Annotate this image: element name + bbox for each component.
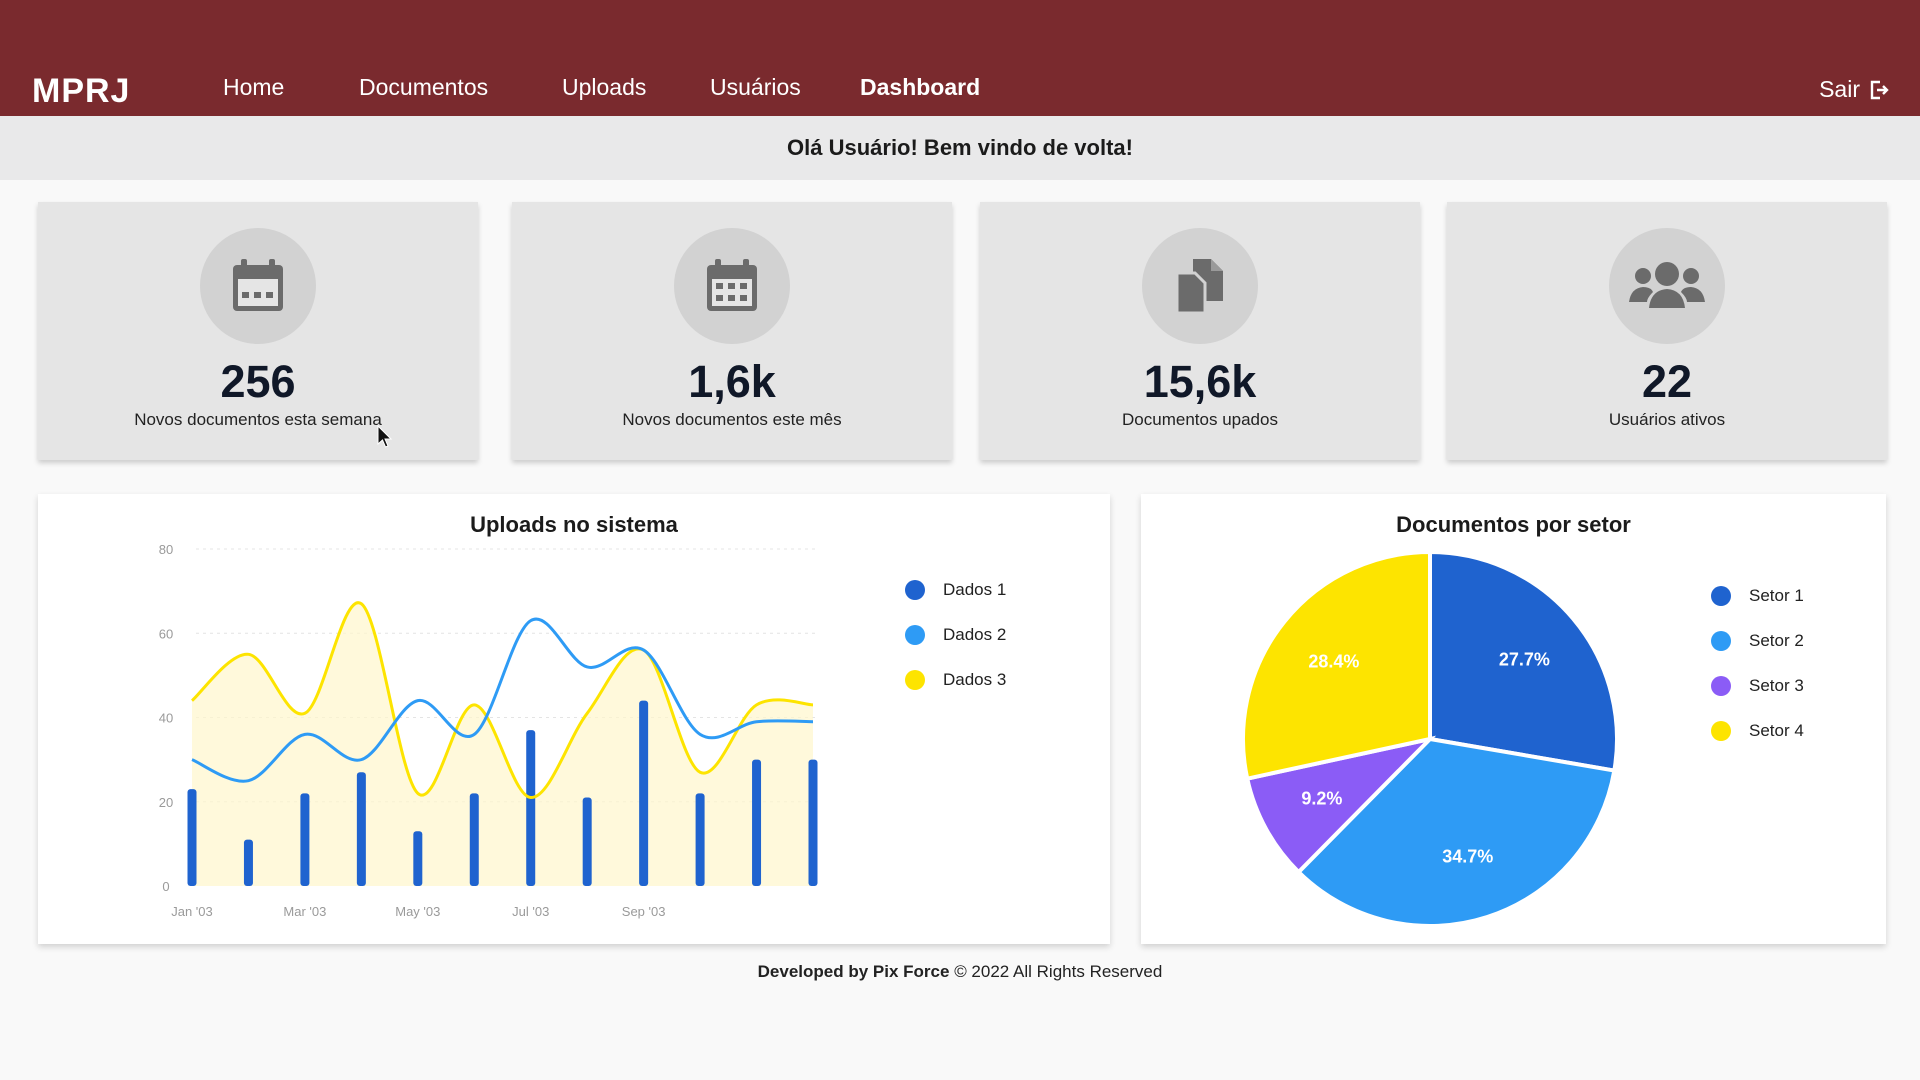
footer: Developed by Pix Force © 2022 All Rights…: [0, 962, 1920, 982]
bar-dados-1[interactable]: [582, 797, 592, 886]
stat-value: 15,6k: [1143, 356, 1257, 407]
mouse-cursor-icon: [377, 425, 393, 448]
legend-label: Setor 4: [1749, 721, 1804, 740]
bar-dados-1[interactable]: [469, 793, 479, 886]
uploads-line-chart: 0 20 40 60 80 Jan '03 Mar '03 May '03 Jul '03 Sep…: [159, 542, 818, 919]
nav-documentos[interactable]: Documentos: [359, 74, 489, 100]
bar-dados-1[interactable]: [526, 730, 536, 886]
sector-chart-panel: Documentos por setor 27.7% 34.7% 9.2% 28.4%…: [1141, 494, 1886, 944]
legend-dot: [1711, 586, 1731, 606]
stat-value: 256: [220, 356, 296, 407]
area-fill-dados-3: [192, 602, 813, 886]
bar-dados-1[interactable]: [356, 772, 366, 886]
pie-slice-label: 34.7%: [1442, 846, 1493, 866]
legend-dot: [1711, 721, 1731, 741]
y-tick-label: 60: [159, 626, 173, 641]
x-tick-label: Jul '03: [512, 904, 549, 919]
bar-dados-1[interactable]: [639, 700, 649, 886]
legend-dot: [905, 580, 925, 600]
stat-card-monthly-documents: 1,6k Novos documentos este mês: [512, 202, 952, 460]
sector-pie-chart: 27.7% 34.7% 9.2% 28.4%: [1241, 549, 1619, 928]
mprj-logo[interactable]: MPRJ: [32, 72, 164, 108]
stat-label: Usuários ativos: [1608, 410, 1726, 429]
legend-item-setor-1[interactable]: Setor 1: [1711, 586, 1804, 606]
y-tick-label: 20: [159, 795, 173, 810]
legend-label: Setor 3: [1749, 676, 1804, 695]
nav-uploads[interactable]: Uploads: [562, 74, 647, 100]
calendar-grid-icon: [707, 259, 757, 311]
legend-item-dados-2[interactable]: Dados 2: [905, 625, 1006, 645]
legend-dot: [1711, 631, 1731, 651]
legend-label: Dados 1: [943, 580, 1007, 599]
legend-item-setor-2[interactable]: Setor 2: [1711, 631, 1804, 651]
nav-home[interactable]: Home: [223, 74, 285, 100]
legend-label: Dados 2: [943, 625, 1007, 644]
legend-item-setor-3[interactable]: Setor 3: [1711, 676, 1804, 696]
logout-icon: [1870, 80, 1889, 99]
stat-icon-wrapper: [200, 228, 316, 344]
x-tick-label: Sep '03: [622, 904, 666, 919]
uploads-chart-title: Uploads no sistema: [470, 512, 678, 537]
bar-dados-1[interactable]: [752, 759, 762, 886]
logout-label: Sair: [1819, 76, 1860, 102]
pie-slice-label: 27.7%: [1499, 649, 1550, 669]
x-tick-label: Jan '03: [171, 904, 213, 919]
footer-developer: Developed by Pix Force: [757, 962, 950, 981]
legend-item-dados-3[interactable]: Dados 3: [905, 670, 1006, 690]
legend-dot: [905, 670, 925, 690]
calendar-icon: [233, 259, 283, 311]
documents-icon: [1175, 259, 1223, 315]
bar-dados-1[interactable]: [413, 831, 423, 886]
stat-label: Novos documentos esta semana: [134, 410, 382, 429]
legend-item-setor-4[interactable]: Setor 4: [1711, 721, 1804, 741]
legend-dot: [1711, 676, 1731, 696]
stat-value: 1,6k: [688, 356, 776, 407]
svg-text:MPRJ: MPRJ: [32, 72, 130, 108]
users-icon: [1629, 262, 1705, 308]
stat-label: Documentos upados: [1122, 410, 1278, 429]
welcome-text: Olá Usuário! Bem vindo de volta!: [787, 135, 1133, 160]
nav-usuarios[interactable]: Usuários: [710, 74, 801, 100]
legend-label: Setor 1: [1749, 586, 1804, 605]
legend-dot: [905, 625, 925, 645]
stat-icon-wrapper: [1142, 228, 1258, 344]
welcome-banner: Olá Usuário! Bem vindo de volta!: [0, 116, 1920, 180]
footer-rights: © 2022 All Rights Reserved: [954, 962, 1163, 981]
bar-dados-1[interactable]: [243, 839, 253, 886]
bar-dados-1[interactable]: [695, 793, 705, 886]
legend-label: Dados 3: [943, 670, 1007, 689]
stat-card-uploaded-documents: 15,6k Documentos upados: [980, 202, 1420, 460]
legend-label: Setor 2: [1749, 631, 1804, 650]
y-tick-label: 80: [159, 542, 173, 557]
stat-icon-wrapper: [674, 228, 790, 344]
logout-button[interactable]: Sair: [1819, 76, 1890, 103]
nav-dashboard[interactable]: Dashboard: [860, 74, 981, 100]
legend-item-dados-1[interactable]: Dados 1: [905, 580, 1006, 600]
stat-icon-wrapper: [1609, 228, 1725, 344]
x-tick-label: Mar '03: [283, 904, 326, 919]
y-tick-label: 0: [162, 879, 169, 894]
pie-slice-label: 9.2%: [1301, 788, 1342, 808]
stat-value: 22: [1641, 356, 1693, 407]
pie-slice-setor-4[interactable]: [1241, 549, 1432, 782]
top-navbar: MPRJ Home Documentos Uploads Usuários Da…: [0, 0, 1920, 116]
bar-dados-1[interactable]: [808, 759, 818, 886]
y-tick-label: 40: [159, 711, 173, 726]
pie-slice-setor-1[interactable]: [1428, 549, 1619, 773]
line-dados-2[interactable]: [191, 617, 814, 783]
x-tick-label: May '03: [395, 904, 440, 919]
uploads-chart-panel: Uploads no sistema 0 20 40 60 80 Jan '03 Mar '…: [38, 494, 1110, 944]
sector-chart-title: Documentos por setor: [1396, 512, 1631, 537]
pie-slice-setor-3[interactable]: [1244, 735, 1437, 875]
pie-slice-setor-2[interactable]: [1295, 736, 1617, 928]
stat-label: Novos documentos este mês: [622, 410, 842, 429]
bar-dados-1[interactable]: [300, 793, 310, 886]
stat-card-weekly-documents: 256 Novos documentos esta semana: [38, 202, 478, 460]
bar-dados-1[interactable]: [187, 789, 197, 886]
stat-card-active-users: 22 Usuários ativos: [1447, 202, 1887, 460]
pie-slice-label: 28.4%: [1308, 652, 1359, 672]
